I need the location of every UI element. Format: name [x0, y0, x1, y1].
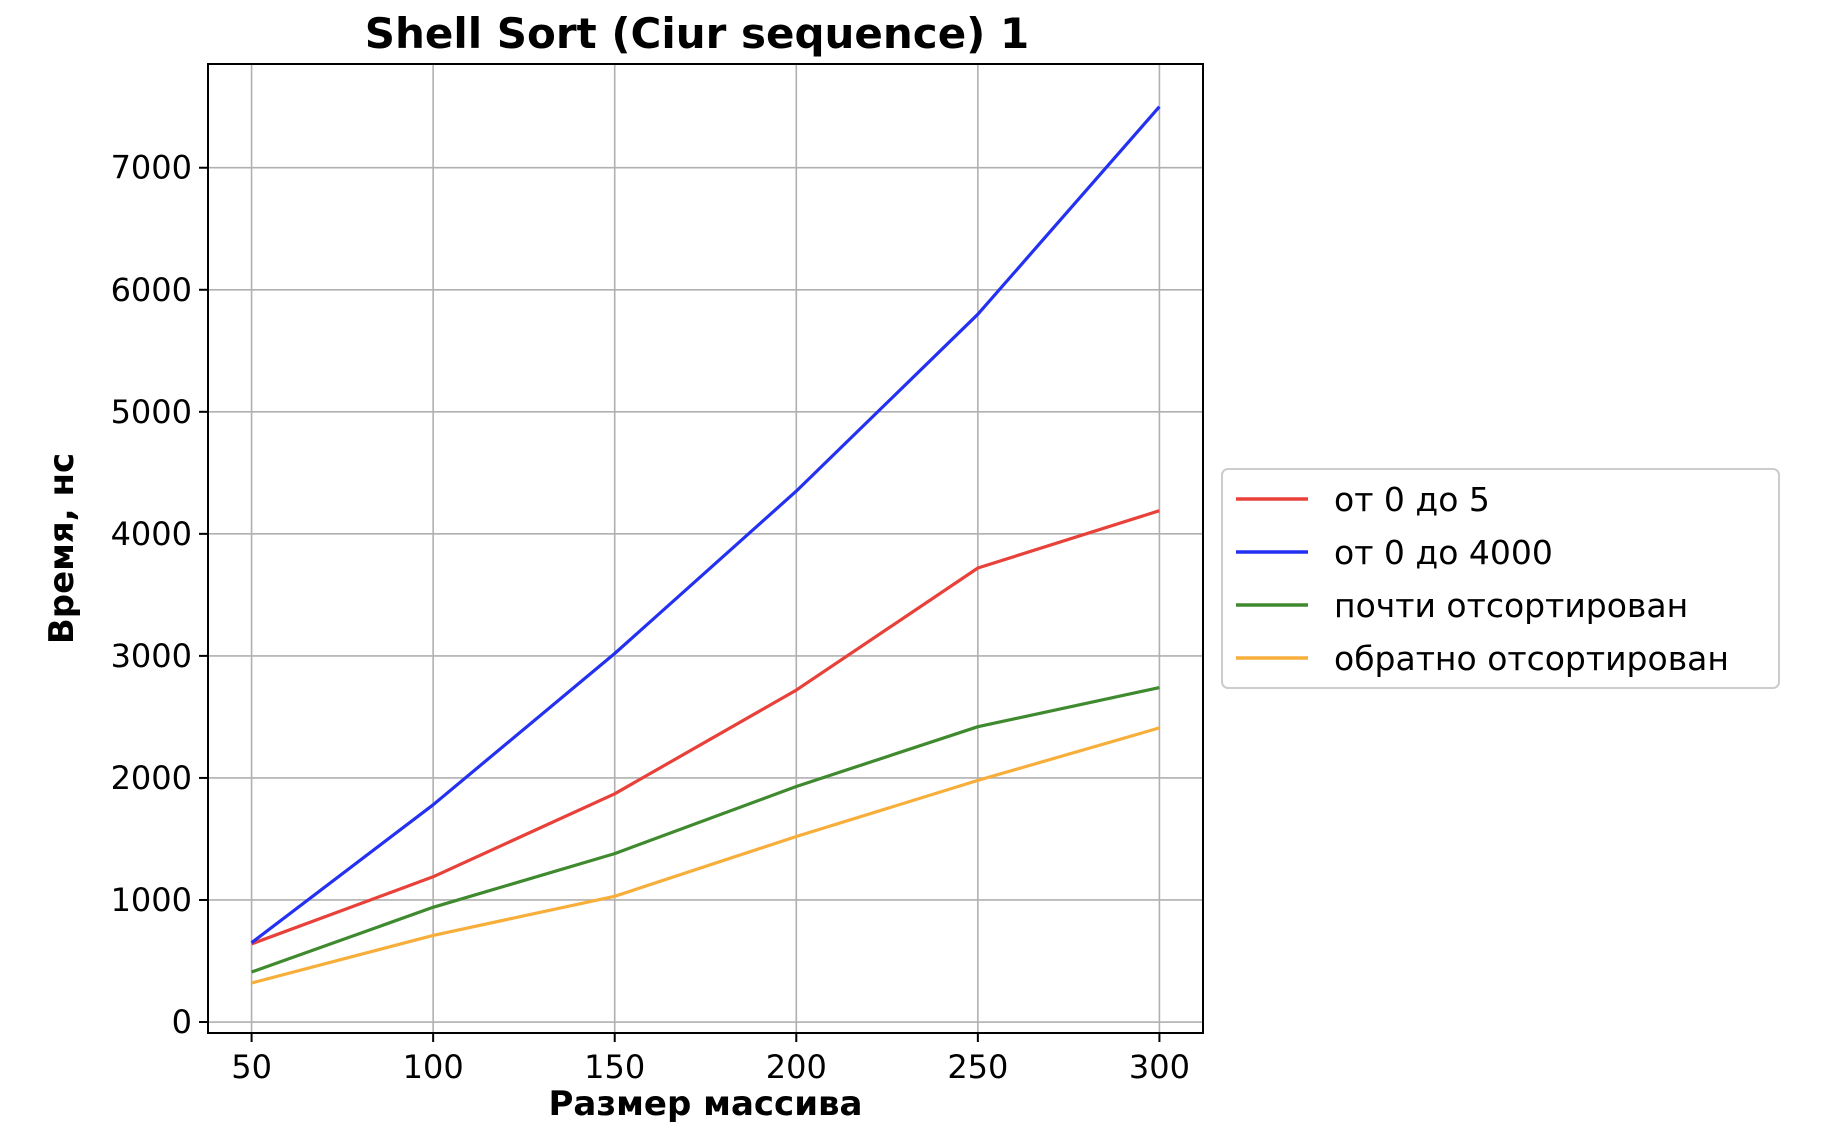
legend: от 0 до 5 от 0 до 4000 почти отсортирован о…: [1221, 468, 1780, 689]
y-tick-label: 2000: [111, 759, 192, 797]
x-tick-label: 50: [231, 1048, 272, 1086]
x-tick-label: 100: [403, 1048, 464, 1086]
x-tick-label: 150: [584, 1048, 645, 1086]
legend-label: от 0 до 4000: [1334, 533, 1553, 572]
y-tick-label: 6000: [111, 271, 192, 309]
legend-box: [1221, 468, 1780, 689]
y-tick-label: 0: [172, 1003, 192, 1041]
axis-ticks: 50 100 150 200 250 30001000200030004000500060…: [111, 149, 1190, 1086]
y-tick-label: 4000: [111, 515, 192, 553]
x-tick-label: 200: [766, 1048, 827, 1086]
series-line-2: [250, 105, 1161, 944]
y-tick-label: 1000: [111, 881, 192, 919]
y-tick-label: 7000: [111, 149, 192, 187]
grid-lines: [208, 64, 1203, 1033]
legend-label: обратно отсортирован: [1334, 639, 1729, 678]
x-tick-label: 250: [947, 1048, 1008, 1086]
legend-label: почти отсортирован: [1334, 586, 1688, 625]
series-line-3: [251, 686, 1160, 974]
series-line-4: [251, 726, 1160, 985]
series-line-1: [251, 509, 1160, 946]
plot-frame: [207, 63, 1204, 1034]
x-axis-title: Размер массива: [549, 1084, 863, 1124]
chart-title: Shell Sort (Ciur sequence) 1: [365, 9, 1029, 58]
series-lines: [250, 105, 1161, 985]
y-tick-label: 5000: [111, 393, 192, 431]
y-tick-label: 3000: [111, 637, 192, 675]
x-tick-label: 300: [1129, 1048, 1190, 1086]
y-axis-title: Время, нс: [42, 453, 82, 644]
legend-label: от 0 до 5: [1334, 480, 1490, 519]
